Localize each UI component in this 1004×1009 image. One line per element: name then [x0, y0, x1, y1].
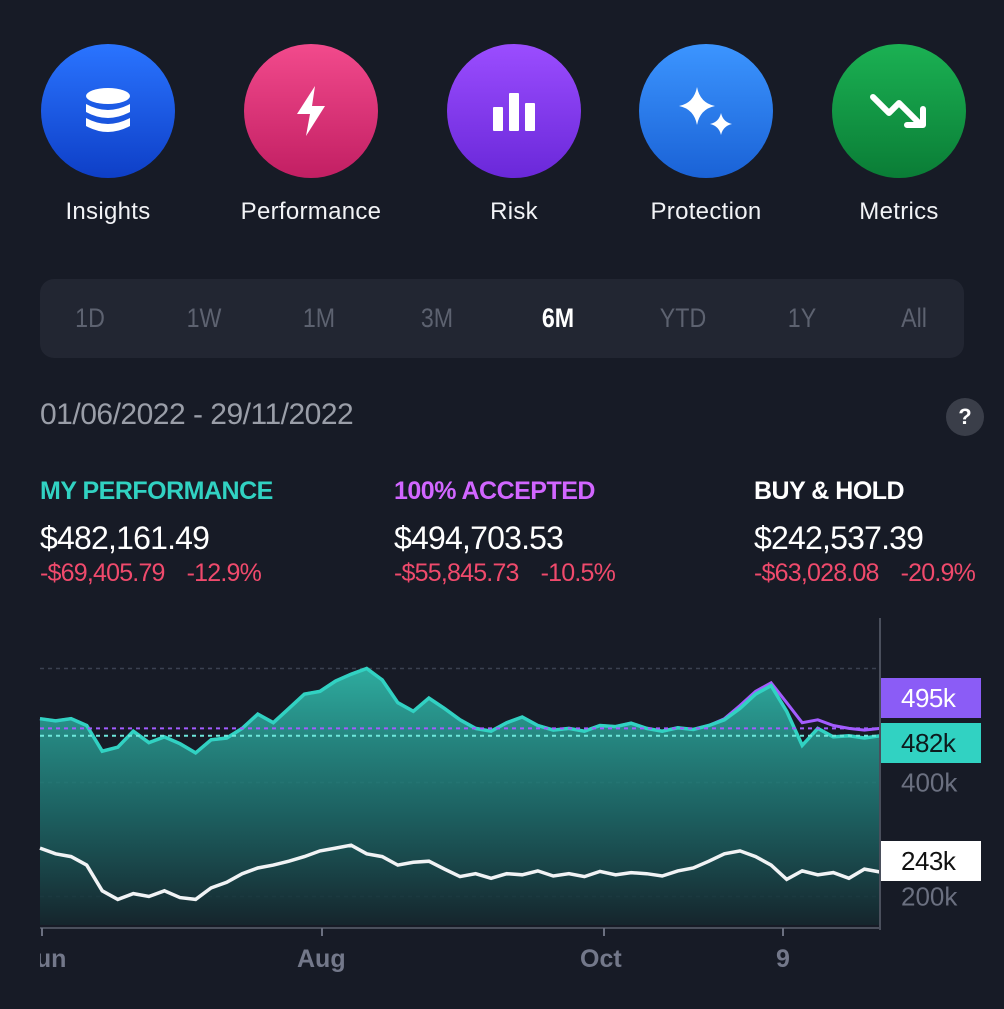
stat-change: -$55,845.73 -10.5% [394, 559, 616, 588]
risk-button[interactable] [447, 44, 581, 178]
stat-change-percent: -12.9% [186, 559, 262, 587]
stat-title: BUY & HOLD [754, 477, 905, 505]
stat-my-performance: MY PERFORMANCE $482,161.49 -$69,405.79 -1… [40, 477, 273, 588]
stat-title: MY PERFORMANCE [40, 477, 273, 505]
stat-value: $494,703.53 [394, 520, 564, 556]
stat-value: $242,537.39 [754, 520, 924, 556]
stat-buy-hold: BUY & HOLD $242,537.39 -$63,028.08 -20.9% [754, 477, 976, 588]
price-tag-accepted: 495k [881, 678, 981, 718]
performance-action[interactable]: Performance [211, 44, 411, 226]
buy-hold-line [39, 843, 881, 902]
range-tab-ytd[interactable]: YTD [659, 303, 707, 333]
range-tab-6m[interactable]: 6M [541, 303, 575, 333]
my-performance-line [39, 666, 881, 756]
database-icon [86, 88, 130, 132]
y-tick-label: 400k [901, 768, 958, 798]
quick-actions-row: Insights Performance Risk Protection [0, 44, 1004, 234]
risk-label: Risk [490, 198, 538, 225]
help-button[interactable]: ? [946, 398, 984, 436]
protection-label: Protection [650, 198, 762, 225]
insights-button[interactable] [41, 44, 175, 178]
range-tab-1d[interactable]: 1D [75, 303, 105, 333]
metrics-button[interactable] [832, 44, 966, 178]
metrics-label: Metrics [859, 198, 939, 225]
stat-title: 100% ACCEPTED [394, 477, 595, 505]
range-tab-3m[interactable]: 3M [420, 303, 454, 333]
x-tick-label: Jun [22, 945, 67, 973]
insights-label: Insights [65, 198, 151, 225]
stat-change-percent: -10.5% [540, 559, 616, 587]
protection-action[interactable]: Protection [606, 44, 806, 226]
price-tag-my-performance: 482k [881, 723, 981, 763]
performance-label: Performance [240, 198, 382, 225]
performance-button[interactable] [244, 44, 378, 178]
insights-action[interactable]: Insights [8, 44, 208, 226]
chart-canvas[interactable]: 400k 200k [0, 600, 1004, 1004]
stat-change-amount: -$55,845.73 [394, 559, 519, 587]
stat-change-percent: -20.9% [900, 559, 976, 587]
range-tab-all[interactable]: All [901, 303, 927, 333]
sparkles-icon [679, 87, 732, 135]
x-tick-label: 9 [776, 945, 790, 973]
stat-change-amount: -$63,028.08 [754, 559, 879, 587]
my-performance-area [40, 668, 880, 925]
stat-accepted: 100% ACCEPTED $494,703.53 -$55,845.73 -10… [394, 477, 616, 588]
price-tag-buy-hold: 243k [881, 841, 981, 881]
date-range-label: 01/06/2022 - 29/11/2022 [40, 398, 354, 431]
stat-change-amount: -$69,405.79 [40, 559, 165, 587]
stat-change: -$63,028.08 -20.9% [754, 559, 976, 588]
time-range-selector: 1D 1W 1M 3M 6M YTD 1Y All [40, 279, 964, 358]
range-tab-1w[interactable]: 1W [186, 303, 222, 333]
stat-change: -$69,405.79 -12.9% [40, 559, 273, 588]
stat-value: $482,161.49 [40, 520, 210, 556]
metrics-action[interactable]: Metrics [799, 44, 999, 226]
trend-down-icon [870, 94, 926, 128]
performance-chart[interactable]: 400k 200k 495k 482k 243k Jun Aug Oct 9 [0, 600, 1004, 1004]
range-tab-1m[interactable]: 1M [302, 303, 336, 333]
range-tab-1y[interactable]: 1Y [787, 303, 817, 333]
lightning-icon [297, 86, 325, 136]
risk-action[interactable]: Risk [414, 44, 614, 226]
y-tick-label: 200k [901, 882, 958, 912]
bar-chart-icon [493, 93, 535, 131]
x-tick-label: Oct [580, 945, 622, 973]
x-tick-label: Aug [297, 945, 346, 973]
protection-button[interactable] [639, 44, 773, 178]
